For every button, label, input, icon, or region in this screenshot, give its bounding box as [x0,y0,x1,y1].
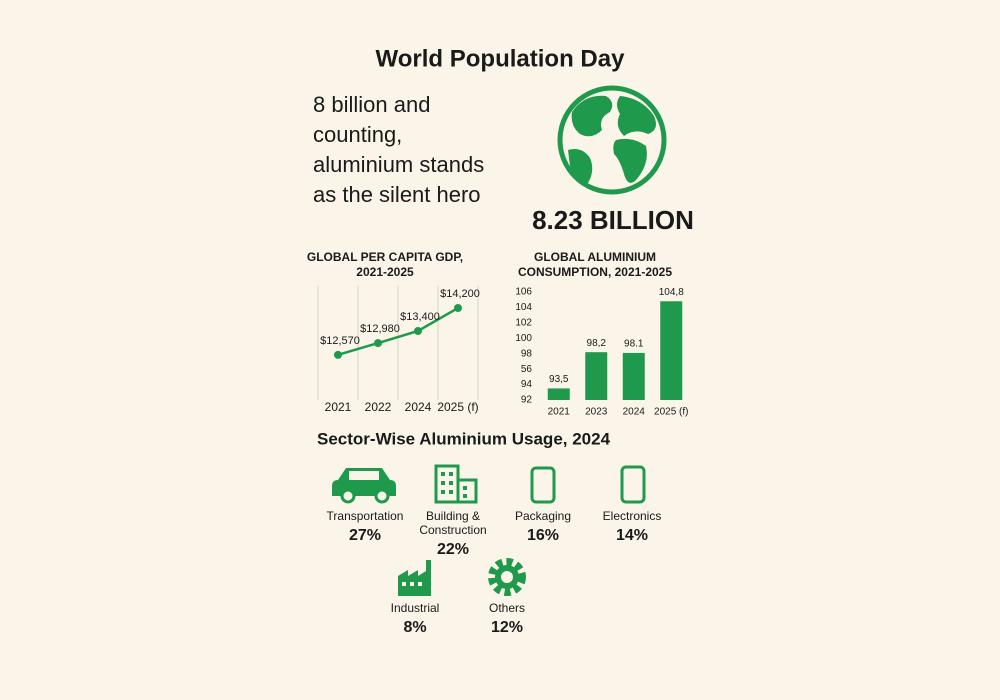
sector-share: 12% [491,619,523,636]
sector-share: 27% [349,527,381,544]
value-label: $13,400 [400,311,440,323]
section-title: Sector-Wise Aluminium Usage, 2024 [317,429,611,448]
x-tick-label: 2024 [405,400,432,414]
y-tick-label: 104 [515,302,532,313]
tagline-line: aluminium stands [313,152,484,177]
title: World Population Day [376,45,626,72]
sector-share: 22% [437,541,469,558]
value-label: $14,200 [440,288,480,300]
y-tick-label: 106 [515,287,532,298]
x-tick-label: 2022 [365,400,392,414]
x-tick-label: 2023 [585,407,608,418]
bar [660,301,683,400]
tagline-line: counting, [313,122,402,147]
sector-name: Electronics [603,509,662,523]
electronics-icon [620,465,646,504]
x-tick-label: 2021 [548,407,571,418]
gear-icon [488,558,526,596]
point [454,304,462,312]
sector-name: Building & [426,509,480,523]
packaging-icon [530,466,556,504]
sector-labels: Transportation 27% Building & Constructi… [327,509,662,636]
x-tick-label: 2025 (f) [437,400,478,414]
industrial-icon [398,560,431,596]
bar [547,388,570,400]
globe-icon [557,85,667,195]
value-label: $12,570 [320,335,360,347]
sector-name: Transportation [327,509,404,523]
chart-title: GLOBAL ALUMINIUM [534,250,656,264]
sector-share: 14% [616,527,648,544]
chart-title: GLOBAL PER CAPITA GDP, [307,250,463,264]
line [337,306,459,357]
x-tick-label: 2024 [623,407,646,418]
y-tick-label: 100 [515,333,532,344]
y-tick-label: 102 [515,317,532,328]
building-icon [434,464,478,504]
bar [622,352,645,400]
chart-title: CONSUMPTION, 2021-2025 [518,265,672,279]
sector-share: 8% [403,619,426,636]
tagline-line: as the silent hero [313,182,481,207]
value-label: 98,2 [587,338,607,349]
point [414,327,422,335]
value-label: 98.1 [624,339,644,350]
value-label: 93,5 [549,374,569,385]
chart-title: 2021-2025 [356,265,414,279]
y-tick-label: 56 [521,364,533,375]
value-label: $12,980 [360,323,400,335]
sector-name: Industrial [391,601,440,615]
sector-name: Others [489,601,525,615]
car-icon [332,468,396,504]
value-label: 104,8 [659,287,684,298]
bar [585,352,608,400]
x-tick-label: 2021 [325,400,352,414]
x-tick-label: 2025 (f) [654,407,688,418]
tagline-line: 8 billion and [313,92,430,117]
population: 8.23 BILLION [532,205,694,235]
point [374,339,382,348]
point [334,350,342,359]
sector-name: Construction [419,523,486,537]
y-tick-label: 92 [521,395,533,406]
sector-name: Packaging [515,509,571,523]
tagline: 8 billion and counting, aluminium stands… [313,92,484,207]
y-tick-label: 94 [521,379,533,390]
y-tick-label: 98 [521,348,533,359]
sector-share: 16% [527,527,559,544]
